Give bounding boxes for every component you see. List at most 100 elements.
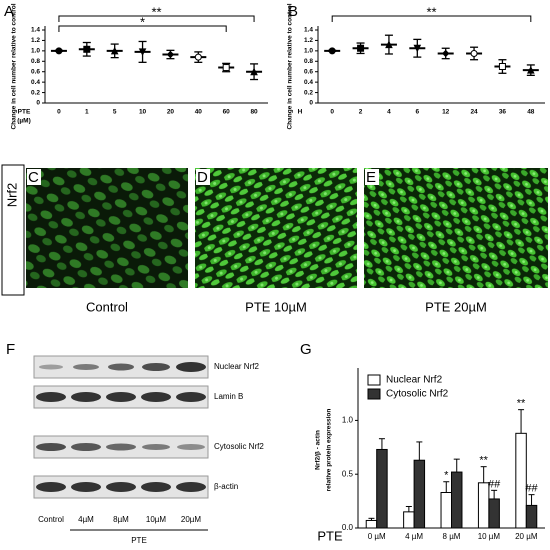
panel-label: D [197,169,208,186]
image-caption: PTE 20µM [425,299,487,314]
marker [83,45,91,53]
marker [250,67,258,76]
y-tick-label: 0.4 [31,79,40,86]
x-tick-label: 40 [195,109,203,116]
marker [413,44,422,53]
micrograph [195,168,357,288]
bar [451,471,463,529]
x-tick-label: 36 [499,109,507,116]
y-axis-label: relative protein expression [326,409,333,492]
label-bg [365,169,379,185]
marker [222,64,230,72]
panel-label: B [288,3,298,20]
lane-label: 4µM [78,515,94,524]
x-tick-label: 60 [223,109,231,116]
marker [166,50,175,59]
y-tick-label: 1.0 [304,48,313,55]
marker [328,47,336,55]
annotation: ** [479,455,488,467]
panel-label: A [4,3,14,20]
bar [440,491,453,529]
blot [33,355,209,499]
row-label: Nrf2 [4,183,19,208]
y-tick-label: 0.4 [304,79,313,86]
annotation: ** [517,398,526,410]
lane-label: 20µM [181,515,202,524]
bar [525,504,538,529]
x-tick-label: 5 [113,109,117,116]
bar [365,519,378,529]
annotation: ## [525,483,538,495]
y-tick-label: 0.2 [304,89,313,96]
x-axis-label: (µM) [17,118,31,125]
x-tick-label: 0 µM [368,532,386,541]
lane-label: 8µM [113,515,129,524]
panel-label: C [28,169,39,186]
annotation: ** [426,4,436,19]
lane-label: 10µM [146,515,167,524]
panel-label: G [300,341,312,358]
legend-swatch [367,388,381,400]
y-tick-label: 0.8 [31,58,40,65]
marker [55,47,63,55]
bracket [58,25,227,32]
micrograph [26,168,188,288]
y-tick-label: 1.4 [304,27,313,34]
marker [110,46,119,55]
x-tick-label: 20 [167,109,175,116]
y-tick-label: 0.5 [342,469,354,478]
y-tick-label: 1.2 [304,37,313,44]
x-axis-label: PTE [18,109,31,116]
marker [470,49,478,57]
y-axis-label: Nrf2/β - actin [315,430,322,470]
marker [385,40,393,49]
blot-row-label: β-actin [214,482,238,491]
marker [498,63,506,70]
x-tick-label: 20 µM [515,532,538,541]
marker [527,66,535,74]
x-tick-label: 10 µM [478,532,501,541]
bar [515,432,527,529]
label-bg [27,169,41,185]
annotation: ** [151,4,161,19]
bracket [331,15,532,22]
y-tick-label: 0 [36,100,40,107]
image-caption: Control [86,299,128,314]
y-tick-label: 1.0 [342,416,354,425]
y-tick-label: 0.6 [31,68,40,75]
marker [441,49,450,58]
x-tick-label: 12 [442,109,450,116]
y-tick-label: 0.8 [304,58,313,65]
panel-label: E [366,169,376,186]
bar [488,498,500,529]
micrograph [364,168,548,288]
legend-swatch [367,374,381,386]
y-tick-label: 1.0 [31,48,40,55]
bar [403,511,415,529]
y-tick-label: 1.2 [31,37,40,44]
marker [138,48,147,57]
legend-label: Cytosolic Nrf2 [386,389,449,400]
y-tick-label: 0.6 [304,68,313,75]
x-axis-label: PTE [317,528,343,543]
row-label-box [1,164,25,296]
x-tick-label: 48 [527,109,535,116]
label-bg [196,169,210,185]
x-tick-label: 80 [250,109,258,116]
group-label: PTE [131,536,147,545]
x-tick-label: 0 [57,109,61,116]
y-tick-label: 0.2 [31,89,40,96]
x-tick-label: 2 [359,109,363,116]
x-axis-label: H [298,109,303,116]
bar [376,448,388,529]
y-axis-label: Change in cell number relative to contro… [287,3,294,129]
y-tick-label: 0.0 [342,523,354,532]
x-tick-label: 4 [387,109,391,116]
x-tick-label: 1 [85,109,89,116]
lane-label: Control [38,515,64,524]
annotation: * [140,14,145,29]
marker [194,53,202,61]
annotation: * [444,470,449,482]
bracket [58,15,255,22]
